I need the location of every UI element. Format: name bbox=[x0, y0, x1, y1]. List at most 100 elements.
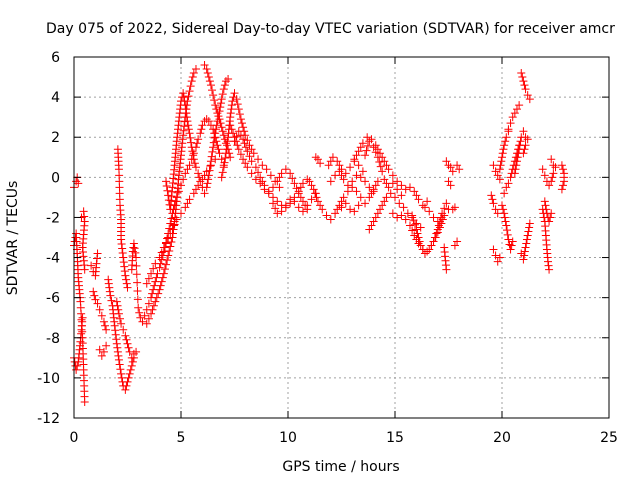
data-point bbox=[191, 65, 200, 74]
data-point bbox=[425, 207, 434, 216]
data-point bbox=[367, 189, 376, 198]
data-point bbox=[121, 271, 130, 280]
data-point bbox=[132, 253, 141, 262]
x-tick-label: 5 bbox=[177, 430, 186, 446]
data-point bbox=[87, 261, 96, 270]
data-point bbox=[523, 231, 532, 240]
data-point bbox=[232, 132, 241, 141]
data-point bbox=[247, 157, 256, 166]
data-point bbox=[215, 115, 224, 124]
data-point bbox=[271, 204, 280, 213]
track-arc-10 bbox=[113, 145, 132, 292]
data-point bbox=[423, 197, 432, 206]
track-arc-32 bbox=[420, 203, 442, 226]
data-point bbox=[542, 205, 551, 214]
data-point bbox=[155, 285, 164, 294]
data-point bbox=[440, 204, 449, 213]
data-point bbox=[450, 241, 459, 250]
data-point bbox=[160, 265, 169, 274]
data-point bbox=[369, 187, 378, 196]
data-point bbox=[93, 299, 102, 308]
data-point bbox=[117, 240, 126, 249]
track-arc-27 bbox=[361, 137, 387, 176]
data-point bbox=[221, 77, 230, 86]
data-point bbox=[339, 175, 348, 184]
data-point bbox=[236, 131, 245, 140]
y-tick-label: -8 bbox=[46, 331, 60, 347]
data-point bbox=[165, 224, 174, 233]
data-point bbox=[124, 373, 133, 382]
data-point bbox=[209, 138, 218, 147]
data-point bbox=[511, 165, 520, 174]
data-point bbox=[162, 177, 171, 186]
data-point bbox=[234, 105, 243, 114]
data-point bbox=[415, 237, 424, 246]
track-arc-24 bbox=[326, 167, 378, 196]
data-point bbox=[120, 262, 129, 271]
data-point bbox=[219, 85, 228, 94]
data-point bbox=[187, 143, 196, 152]
data-point bbox=[200, 189, 209, 198]
grid bbox=[74, 57, 609, 418]
data-point bbox=[388, 179, 397, 188]
data-point bbox=[502, 183, 511, 192]
data-point bbox=[114, 309, 123, 318]
data-point bbox=[111, 330, 120, 339]
data-point bbox=[518, 73, 527, 82]
data-point bbox=[243, 147, 252, 156]
data-point bbox=[114, 355, 123, 364]
data-point bbox=[420, 249, 429, 258]
data-point bbox=[290, 179, 299, 188]
data-point bbox=[540, 171, 549, 180]
data-point bbox=[384, 165, 393, 174]
data-point bbox=[196, 177, 205, 186]
track-arc-39 bbox=[487, 191, 502, 218]
data-point bbox=[545, 181, 554, 190]
data-point bbox=[149, 264, 158, 273]
data-point bbox=[393, 177, 402, 186]
data-point bbox=[498, 201, 506, 210]
data-point bbox=[183, 199, 192, 208]
data-point bbox=[367, 221, 376, 230]
data-point bbox=[395, 199, 404, 208]
data-point bbox=[206, 81, 215, 90]
data-point bbox=[545, 265, 554, 274]
data-point bbox=[206, 157, 215, 166]
data-point bbox=[391, 193, 399, 202]
data-point bbox=[102, 325, 111, 334]
x-tick-label: 20 bbox=[493, 430, 511, 446]
data-point bbox=[333, 205, 342, 214]
data-point bbox=[166, 229, 175, 238]
data-point bbox=[326, 177, 335, 186]
data-point bbox=[185, 195, 194, 204]
data-point bbox=[328, 153, 337, 162]
data-point bbox=[144, 299, 153, 308]
data-point bbox=[138, 317, 147, 326]
data-point bbox=[135, 308, 144, 317]
data-point bbox=[113, 343, 122, 352]
data-point bbox=[194, 181, 203, 190]
track-arc-06 bbox=[89, 287, 111, 334]
data-point bbox=[228, 97, 237, 106]
data-point bbox=[159, 269, 168, 278]
data-point bbox=[322, 211, 331, 220]
data-point bbox=[495, 253, 504, 262]
data-point bbox=[266, 171, 275, 180]
data-point bbox=[154, 289, 163, 298]
data-point bbox=[519, 149, 528, 158]
data-point bbox=[112, 339, 121, 348]
data-point bbox=[221, 149, 230, 158]
data-point bbox=[410, 231, 419, 240]
track-arc-42 bbox=[495, 127, 513, 174]
data-point bbox=[158, 273, 167, 282]
data-point bbox=[273, 177, 282, 186]
data-point bbox=[420, 203, 429, 212]
data-point bbox=[123, 377, 132, 386]
data-point bbox=[399, 203, 408, 212]
data-point bbox=[333, 157, 342, 166]
track-arc-46 bbox=[510, 127, 530, 178]
data-point bbox=[519, 77, 528, 86]
data-point bbox=[78, 313, 87, 322]
track-arc-19 bbox=[230, 127, 312, 214]
data-point bbox=[312, 193, 321, 202]
